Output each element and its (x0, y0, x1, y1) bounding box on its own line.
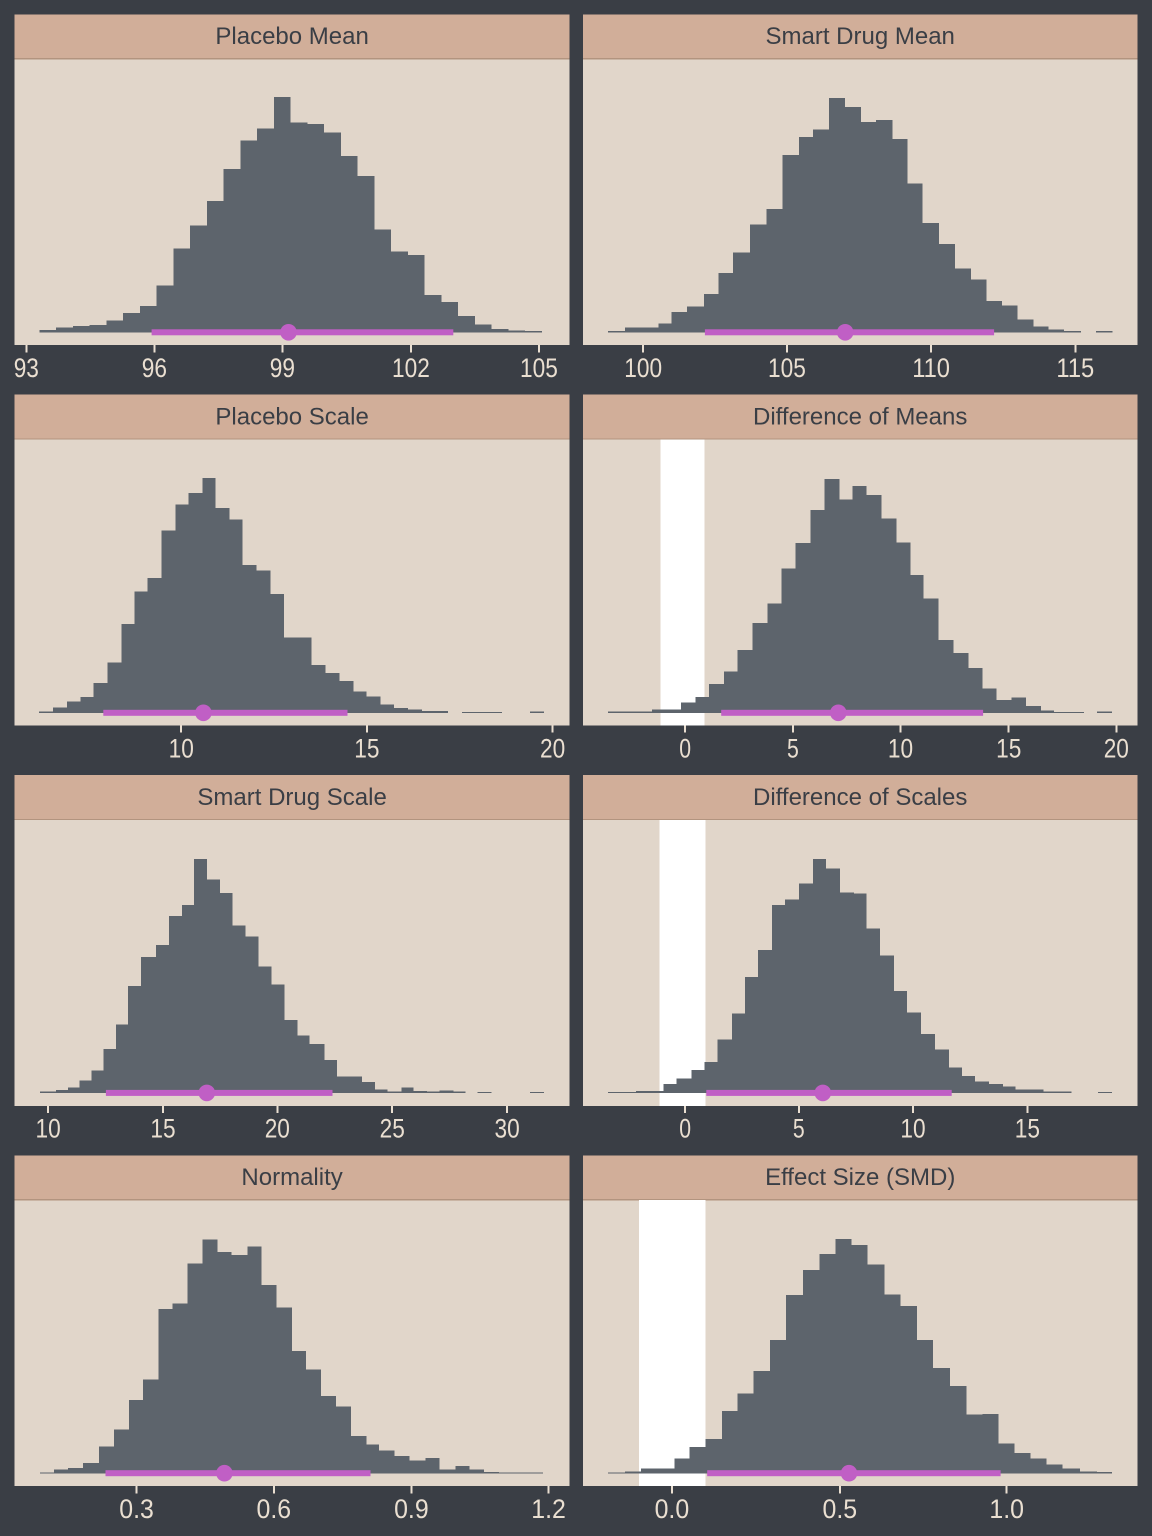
svg-text:10: 10 (900, 1114, 925, 1144)
svg-text:20: 20 (265, 1114, 290, 1144)
svg-text:0.5: 0.5 (823, 1494, 858, 1524)
svg-text:99: 99 (270, 353, 295, 383)
svg-text:0.9: 0.9 (394, 1494, 429, 1524)
svg-text:96: 96 (142, 353, 167, 383)
svg-text:5: 5 (793, 1114, 805, 1144)
svg-text:Smart Drug Scale: Smart Drug Scale (197, 784, 386, 811)
svg-text:5: 5 (787, 733, 799, 763)
svg-text:105: 105 (520, 353, 558, 383)
svg-text:Normality: Normality (241, 1164, 342, 1191)
svg-text:10: 10 (888, 733, 913, 763)
svg-text:15: 15 (354, 733, 379, 763)
svg-text:1.2: 1.2 (531, 1494, 566, 1524)
svg-text:1.0: 1.0 (989, 1494, 1024, 1524)
svg-text:Difference of Scales: Difference of Scales (753, 784, 967, 811)
svg-text:Placebo Mean: Placebo Mean (215, 23, 368, 50)
svg-text:15: 15 (150, 1114, 175, 1144)
svg-text:0: 0 (679, 1114, 691, 1144)
svg-text:93: 93 (14, 353, 39, 383)
svg-text:110: 110 (912, 353, 950, 383)
svg-text:0: 0 (679, 733, 691, 763)
svg-text:0.0: 0.0 (655, 1494, 690, 1524)
svg-text:25: 25 (380, 1114, 405, 1144)
svg-text:Difference of Means: Difference of Means (753, 404, 967, 431)
svg-text:20: 20 (1104, 733, 1129, 763)
svg-text:105: 105 (768, 353, 806, 383)
svg-text:20: 20 (540, 733, 565, 763)
svg-text:10: 10 (35, 1114, 60, 1144)
svg-text:115: 115 (1056, 353, 1094, 383)
svg-text:102: 102 (392, 353, 430, 383)
svg-text:100: 100 (624, 353, 662, 383)
svg-text:15: 15 (996, 733, 1021, 763)
svg-text:30: 30 (495, 1114, 520, 1144)
svg-text:10: 10 (169, 733, 194, 763)
svg-text:Effect Size (SMD): Effect Size (SMD) (765, 1164, 955, 1191)
svg-text:0.6: 0.6 (257, 1494, 292, 1524)
svg-text:15: 15 (1015, 1114, 1040, 1144)
svg-text:0.3: 0.3 (119, 1494, 154, 1524)
svg-text:Placebo Scale: Placebo Scale (215, 404, 368, 431)
svg-text:Smart Drug Mean: Smart Drug Mean (765, 23, 954, 50)
